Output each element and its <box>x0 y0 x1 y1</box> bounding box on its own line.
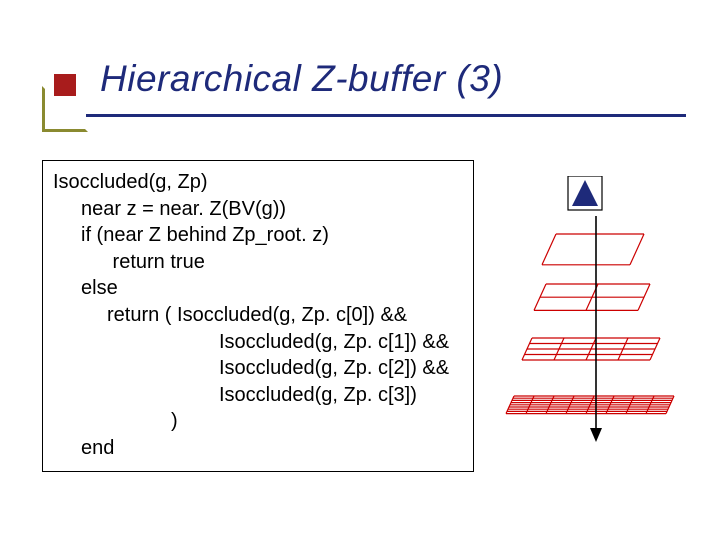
code-line: return true <box>53 249 463 276</box>
pseudocode-box: Isoccluded(g, Zp) near z = near. Z(BV(g)… <box>42 160 474 472</box>
code-line: ) <box>53 408 463 435</box>
slide: Hierarchical Z-buffer (3) Isoccluded(g, … <box>0 0 720 540</box>
code-line: Isoccluded(g, Zp. c[2]) && <box>53 355 463 382</box>
title-underline <box>86 114 686 117</box>
title-decoration-inner <box>54 74 76 96</box>
code-line: return ( Isoccluded(g, Zp. c[0]) && <box>53 302 463 329</box>
code-line: Isoccluded(g, Zp. c[3]) <box>53 382 463 409</box>
code-line: else <box>53 275 463 302</box>
code-line: if (near Z behind Zp_root. z) <box>53 222 463 249</box>
code-line: end <box>53 435 463 462</box>
code-line: Isoccluded(g, Zp. c[1]) && <box>53 329 463 356</box>
pyramid-diagram <box>498 176 698 458</box>
code-line: near z = near. Z(BV(g)) <box>53 196 463 223</box>
code-line: Isoccluded(g, Zp) <box>53 169 463 196</box>
slide-title: Hierarchical Z-buffer (3) <box>100 58 503 100</box>
title-region: Hierarchical Z-buffer (3) <box>0 40 720 130</box>
